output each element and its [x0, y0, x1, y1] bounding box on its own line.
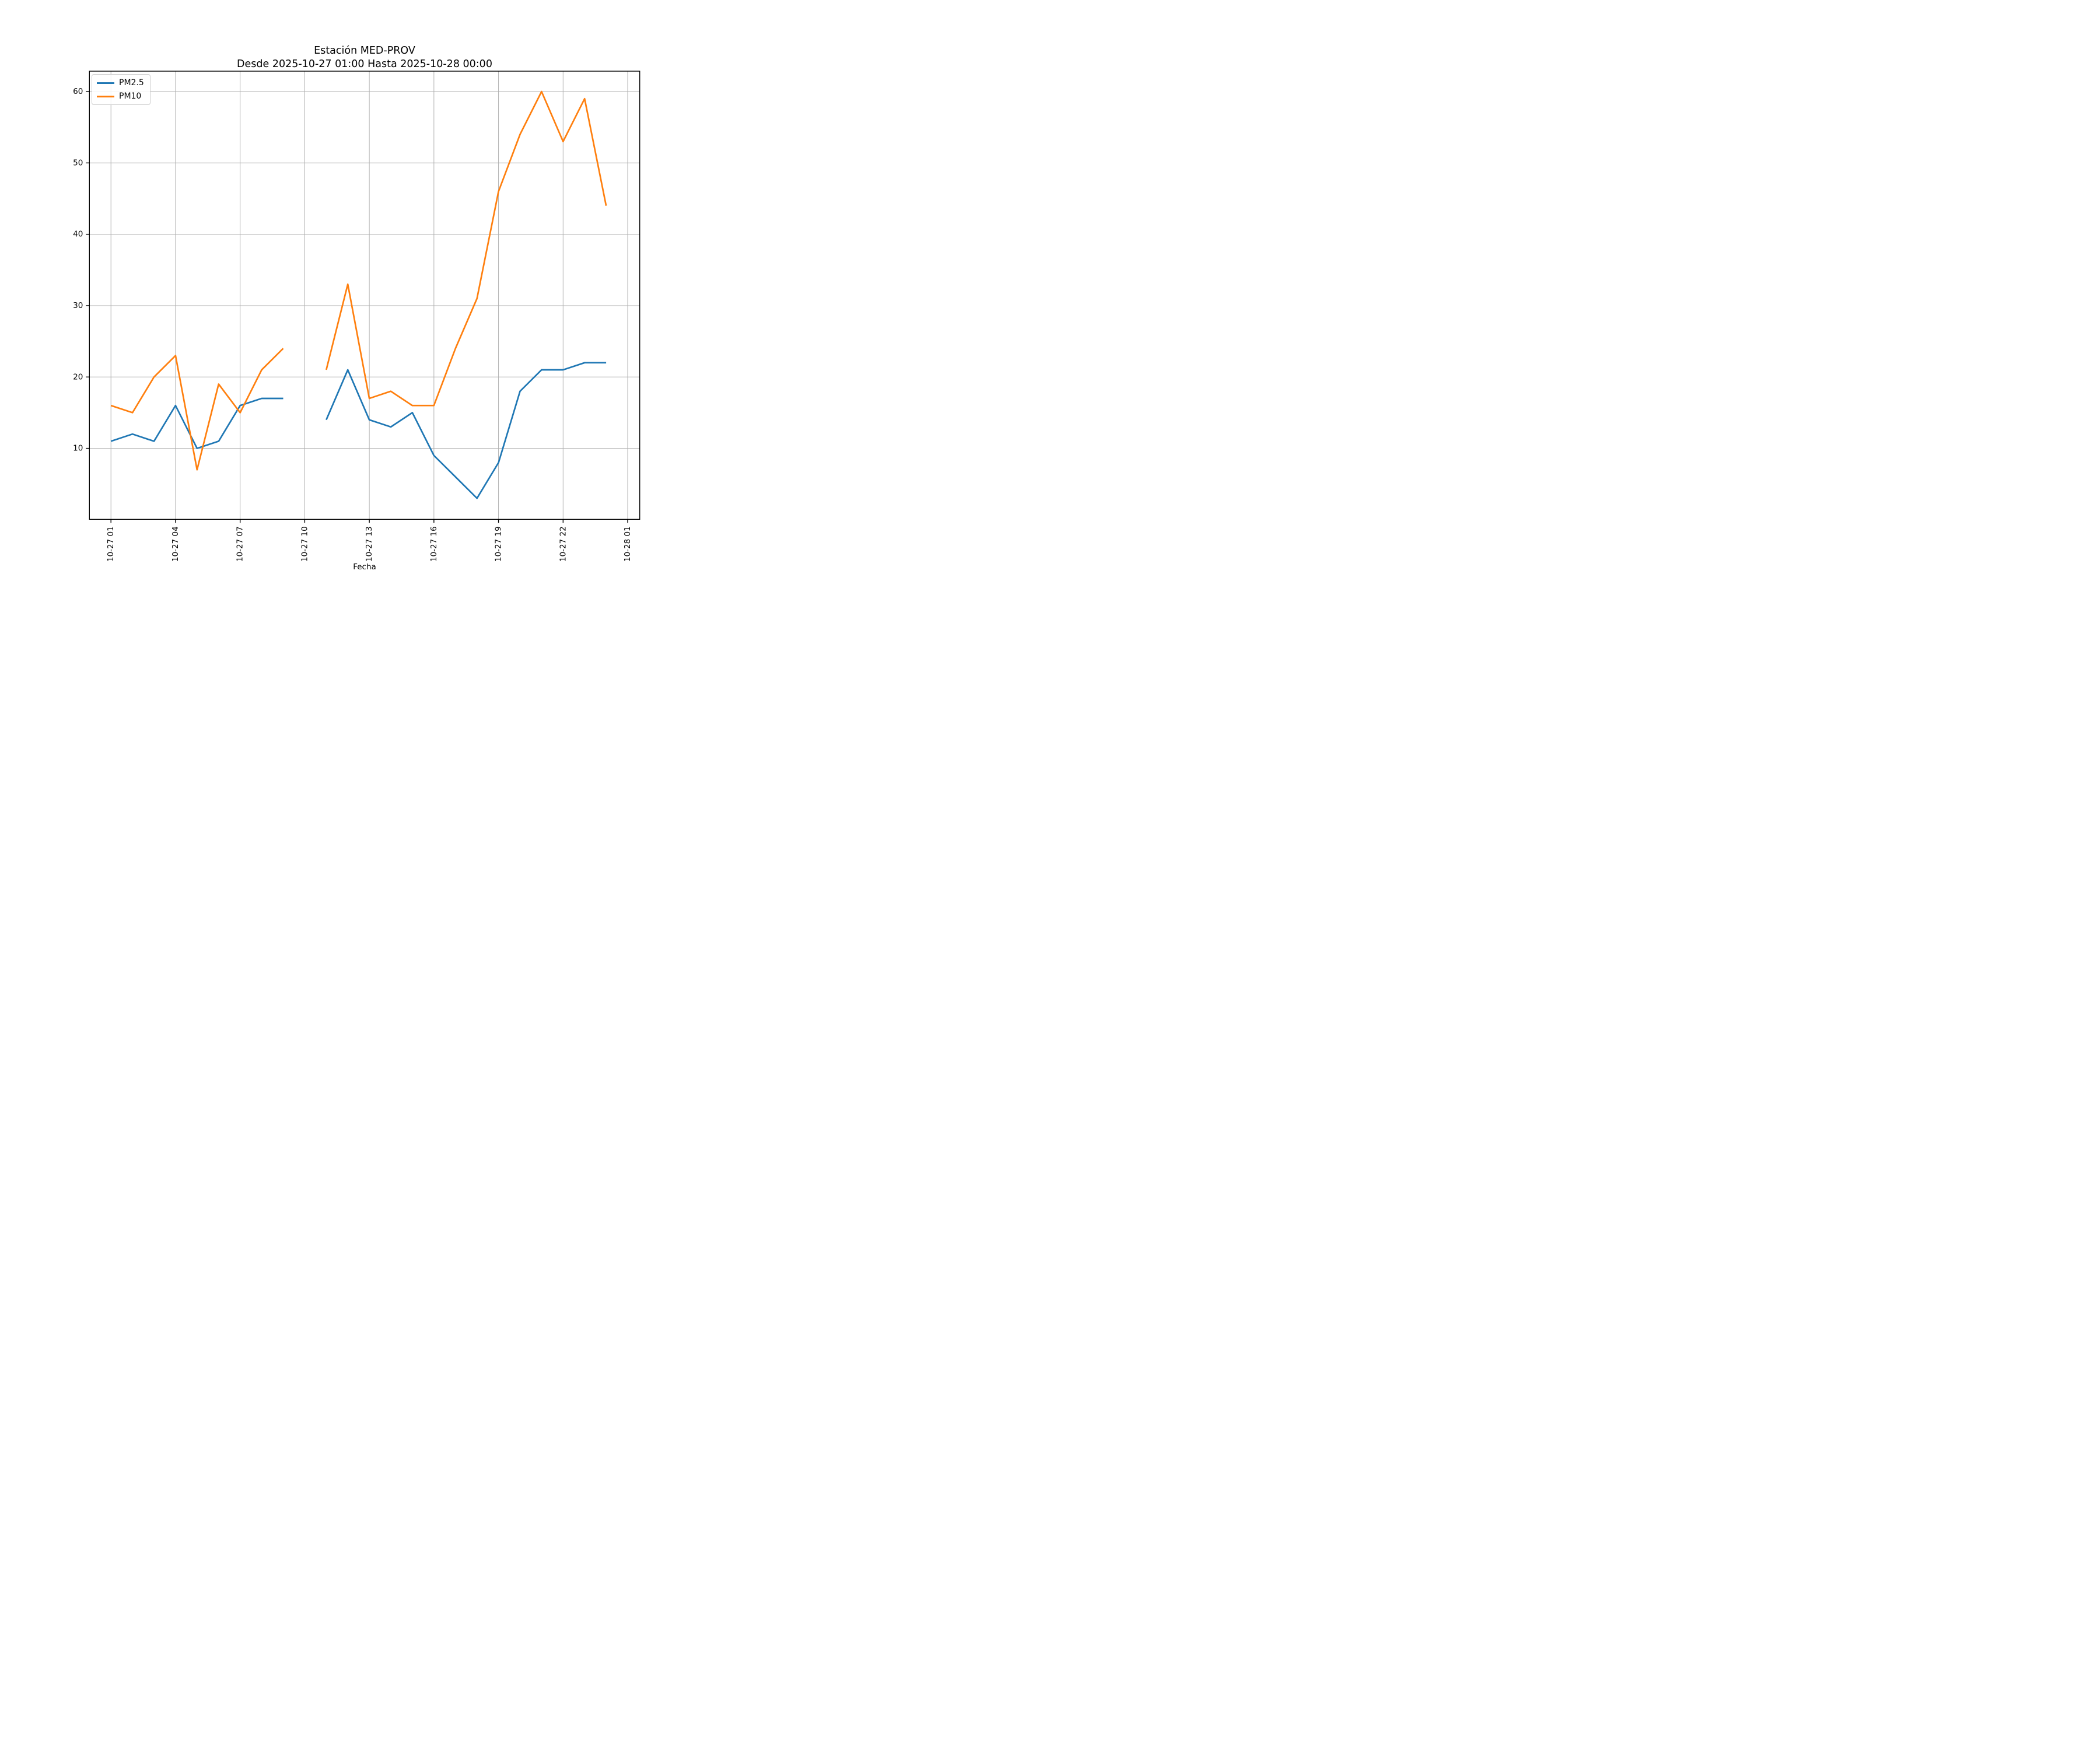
line-chart-plot: 10-27 01 10-27 04 10-27 07 10-27 10 10-27 13…: [73, 71, 640, 562]
legend-swatch-pm25: [97, 82, 114, 84]
y-tick-label: 50: [73, 158, 83, 167]
x-tick-label: 10-27 07: [236, 526, 245, 562]
y-tick-label: 10: [73, 444, 83, 453]
plot-border: [89, 71, 640, 520]
y-tick-label: 60: [73, 87, 83, 96]
x-tick-label: 10-28 01: [623, 526, 632, 562]
y-tick-label: 20: [73, 372, 83, 382]
y-tick-label: 40: [73, 230, 83, 239]
x-tick-label: 10-27 13: [365, 526, 374, 562]
x-tick-label: 10-27 16: [429, 526, 439, 562]
legend-entry-pm25: PM2.5: [97, 79, 144, 87]
legend: PM2.5 PM10: [92, 74, 150, 105]
x-tick-label: 10-27 10: [300, 526, 309, 562]
legend-entry-pm10: PM10: [97, 92, 144, 100]
x-tick-label: 10-27 19: [494, 526, 503, 562]
series-line-pm10: [110, 90, 607, 471]
chart-title-line1: Estación MED-PROV: [314, 45, 415, 57]
x-tick-label: 10-27 01: [106, 526, 116, 562]
chart-title: Estación MED-PROV Desde 2025-10-27 01:00…: [89, 44, 640, 71]
legend-swatch-pm10: [97, 95, 114, 97]
chart-figure: Estación MED-PROV Desde 2025-10-27 01:00…: [0, 0, 700, 583]
chart-title-line2: Desde 2025-10-27 01:00 Hasta 2025-10-28 …: [237, 58, 492, 71]
x-axis-label: Fecha: [353, 562, 376, 572]
y-tick-label: 30: [73, 301, 83, 310]
x-tick-label: 10-27 22: [558, 526, 568, 562]
series-line-pm25: [110, 362, 607, 499]
x-tick-label: 10-27 04: [171, 526, 180, 562]
legend-label-pm25: PM2.5: [119, 78, 144, 88]
legend-label-pm10: PM10: [119, 92, 142, 101]
